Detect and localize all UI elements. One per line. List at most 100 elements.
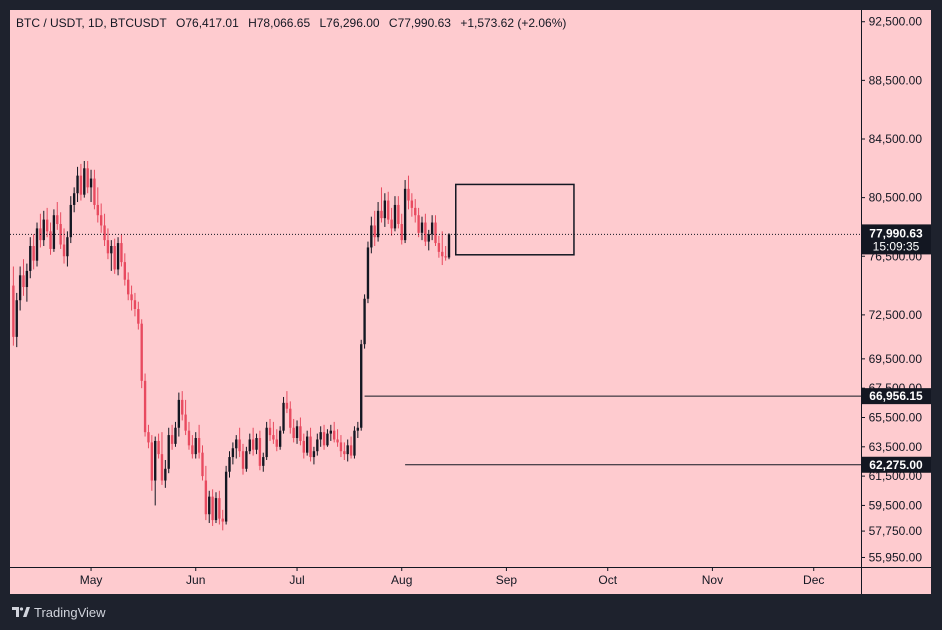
candle-body	[106, 240, 110, 254]
price-change: +1,573.62 (+2.06%)	[460, 16, 567, 30]
candle-body	[130, 294, 133, 301]
x-tick-label: Jul	[289, 573, 304, 587]
candle-body	[316, 439, 319, 452]
footer-branding[interactable]: TradingView	[12, 603, 106, 621]
candle-body	[86, 168, 89, 188]
candle-body	[248, 439, 251, 452]
candle-body	[89, 178, 93, 188]
candle-body	[120, 243, 123, 263]
chart-panel[interactable]: 92,500.00 88,500.00 84,500.00 80,500.00 76,5…	[10, 10, 931, 594]
candle-body	[208, 496, 211, 515]
candle-body	[353, 430, 356, 456]
candle-body	[430, 222, 434, 235]
candle-body	[275, 439, 278, 447]
candle-body	[299, 426, 302, 441]
ohlc-low: L76,296.00	[319, 16, 380, 30]
candle-body	[245, 451, 248, 469]
y-tick-label: 63,500.00	[869, 440, 923, 454]
candle-body	[383, 200, 387, 219]
candle-body	[258, 438, 262, 466]
price-scale-area	[861, 10, 931, 567]
candle-body	[59, 224, 62, 245]
y-tick-label: 92,500.00	[869, 15, 923, 29]
candle-body	[116, 243, 120, 270]
candle-body	[56, 215, 59, 225]
candle-body	[147, 432, 150, 443]
candle-body	[110, 245, 113, 254]
candle-body	[312, 451, 316, 458]
candle-body	[356, 427, 360, 431]
candle-body	[214, 498, 218, 521]
candle-body	[278, 430, 282, 447]
candle-body	[441, 251, 444, 257]
x-tick-label: Nov	[702, 573, 723, 587]
level-price-label: 66,956.15	[869, 389, 923, 403]
candle-body	[305, 436, 309, 453]
candle-body	[194, 438, 197, 455]
x-tick-label: Sep	[496, 573, 518, 587]
x-tick-label: Aug	[391, 573, 412, 587]
candle-body	[373, 225, 376, 238]
symbol-label[interactable]: BTC / USDT, 1D, BTCUSDT	[16, 16, 167, 30]
candle-body	[292, 427, 295, 439]
candle-body	[72, 193, 76, 205]
candle-body	[211, 496, 214, 521]
candle-body	[62, 244, 66, 257]
x-tick-label: Dec	[803, 573, 824, 587]
candle-body	[49, 231, 52, 249]
x-tick-label: Oct	[598, 573, 617, 587]
candle-body	[366, 247, 370, 299]
candle-body	[76, 175, 79, 194]
candle-body	[197, 438, 201, 453]
candle-body	[444, 256, 447, 258]
candle-body	[393, 204, 397, 229]
candle-body	[447, 234, 451, 258]
candle-body	[191, 445, 194, 455]
candle-body	[140, 323, 143, 381]
candle-body	[137, 309, 140, 324]
candle-body	[218, 498, 221, 519]
ohlc-close: C77,990.63	[388, 16, 451, 30]
candle-body	[15, 300, 18, 337]
candle-body	[302, 440, 305, 453]
candle-body	[18, 275, 22, 301]
candle-body	[224, 471, 228, 522]
candle-body	[336, 439, 339, 443]
candle-body	[25, 270, 29, 288]
candlestick-chart[interactable]: 92,500.0088,500.0084,500.0080,500.0076,5…	[10, 10, 931, 594]
tradingview-brand: TradingView	[34, 604, 106, 620]
bar-countdown-label: 15:09:35	[873, 239, 920, 253]
candle-body	[143, 380, 147, 433]
candle-body	[309, 436, 312, 458]
candle-body	[66, 237, 69, 257]
candle-body	[417, 215, 420, 233]
candle-body	[12, 285, 15, 337]
y-tick-label: 57,750.00	[869, 524, 923, 538]
candle-body	[204, 480, 208, 515]
candle-body	[45, 219, 49, 232]
candle-body	[282, 402, 285, 431]
candle-body	[410, 200, 414, 208]
candle-body	[99, 215, 103, 226]
candle-body	[376, 210, 380, 238]
candle-body	[174, 427, 177, 444]
candle-body	[35, 228, 39, 261]
candle-body	[103, 225, 106, 241]
candle-body	[346, 445, 349, 455]
candle-body	[154, 440, 157, 481]
candle-body	[150, 442, 154, 481]
candle-body	[167, 435, 170, 469]
level-price-tag	[861, 456, 931, 473]
candle-body	[265, 427, 268, 458]
candle-body	[170, 435, 174, 444]
candle-body	[285, 402, 289, 409]
candle-body	[83, 168, 86, 195]
candle-body	[181, 399, 184, 415]
y-tick-label: 65,500.00	[869, 410, 923, 424]
candle-body	[319, 432, 322, 440]
candle-body	[400, 224, 403, 241]
candle-body	[221, 518, 224, 522]
x-tick-label: Jun	[186, 573, 205, 587]
candle-body	[326, 433, 329, 446]
range-box	[455, 183, 575, 256]
